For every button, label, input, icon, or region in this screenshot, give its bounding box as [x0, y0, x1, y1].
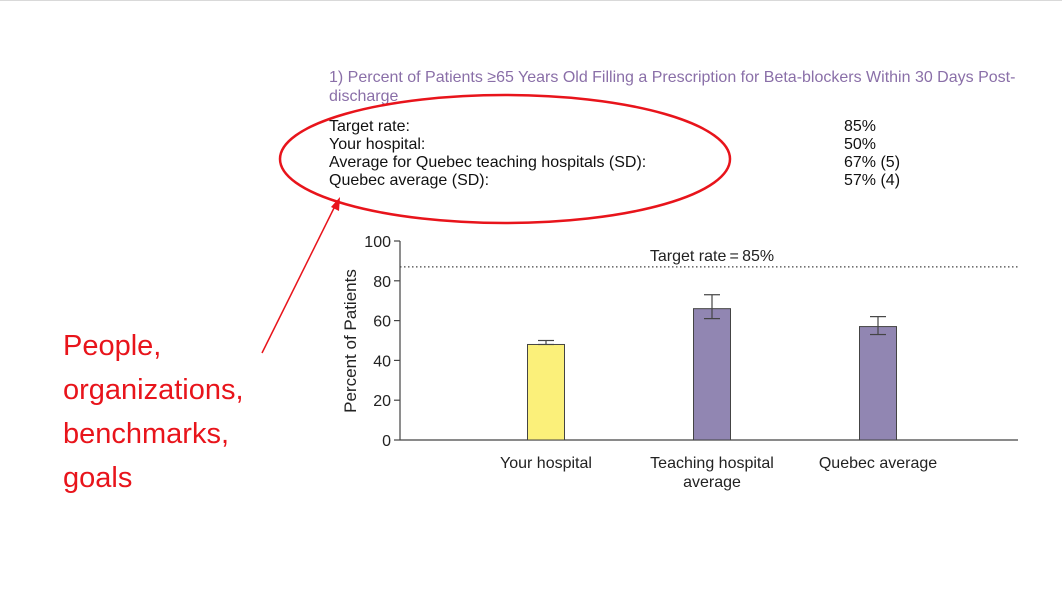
x-tick-label: Your hospital	[500, 455, 592, 472]
stat-label: Quebec average (SD):	[329, 172, 490, 189]
x-tick-label: Quebec average	[819, 455, 937, 472]
stat-row-teaching-average: Average for Quebec teaching hospitals (S…	[329, 154, 909, 172]
y-axis-label: Percent of Patients	[341, 269, 360, 413]
bar	[693, 308, 731, 441]
bar	[859, 326, 897, 441]
callout-arrow-line	[261, 203, 337, 354]
stat-row-quebec-average: Quebec average (SD): 57% (4)	[329, 172, 909, 190]
top-rule	[0, 0, 1062, 1]
callout-line: People,	[63, 330, 162, 362]
stat-row-your-hospital: Your hospital: 50%	[329, 136, 909, 154]
target-rate-label: Target rate = 85%	[650, 248, 774, 265]
callout-text: People, organizations, benchmarks, goals	[63, 324, 244, 500]
callout-ellipse	[278, 93, 732, 225]
stat-label: Average for Quebec teaching hospitals (S…	[329, 154, 647, 171]
stat-value: 85%	[844, 118, 877, 135]
x-tick-label: Teaching hospital	[650, 455, 774, 472]
bar	[527, 343, 565, 441]
callout-line: organizations,	[63, 374, 244, 406]
y-tick-label: 40	[373, 353, 391, 370]
y-tick-label: 80	[373, 274, 391, 291]
y-tick-label: 100	[364, 234, 391, 251]
y-tick-label: 0	[382, 433, 391, 450]
callout-line: benchmarks,	[63, 418, 230, 450]
stat-value: 67% (5)	[844, 154, 901, 171]
stat-row-target: Target rate: 85%	[329, 118, 909, 136]
callout-arrowhead	[331, 197, 340, 211]
stat-label: Your hospital:	[329, 136, 426, 153]
chart-title: 1) Percent of Patients ≥65 Years Old Fil…	[329, 69, 1016, 105]
callout-line: goals	[63, 462, 133, 494]
stat-value: 50%	[844, 136, 877, 153]
x-tick-label: average	[683, 474, 741, 491]
y-tick-label: 20	[373, 393, 391, 410]
stats-table: Target rate: 85% Your hospital: 50% Aver…	[329, 118, 909, 190]
y-tick-label: 60	[373, 314, 391, 331]
stat-value: 57% (4)	[844, 172, 901, 189]
stat-label: Target rate:	[329, 118, 410, 135]
